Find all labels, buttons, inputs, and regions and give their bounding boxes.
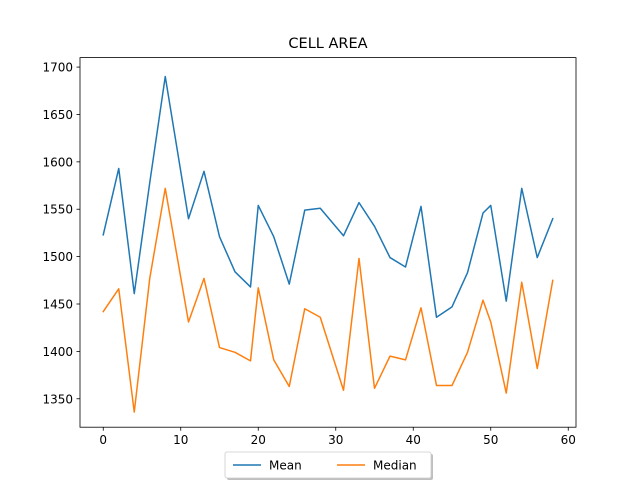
y-tick-label: 1600 [42,155,73,169]
y-tick-label: 1500 [42,250,73,264]
series-layer [102,75,554,413]
series-line-median [102,187,554,413]
x-tick-label: 20 [251,433,266,447]
y-tick-label: 1350 [42,392,73,406]
x-tick-label: 10 [173,433,188,447]
legend: Mean Median [224,451,433,480]
y-tick-label: 1550 [42,203,73,217]
x-tick-label: 0 [99,433,107,447]
y-tick-label: 1400 [42,345,73,359]
legend-label-mean: Mean [269,459,302,473]
legend-box [224,451,432,479]
x-tick-label: 30 [328,433,343,447]
axes-layer: 0 10 20 30 40 50 60 1350 1400 1450 1500 1550 1600 165… [42,61,575,448]
series-line-mean [102,75,554,319]
plot-area [80,57,576,428]
x-tick-label: 40 [406,433,421,447]
chart-title: CELL AREA [288,36,367,52]
y-tick-label: 1450 [42,298,73,312]
y-tick-label: 1650 [42,108,73,122]
x-tick-label: 50 [483,433,498,447]
y-tick-label: 1700 [42,61,73,75]
plot-frame [79,57,577,428]
x-tick-label: 60 [561,433,576,447]
legend-label-median: Median [373,459,417,473]
